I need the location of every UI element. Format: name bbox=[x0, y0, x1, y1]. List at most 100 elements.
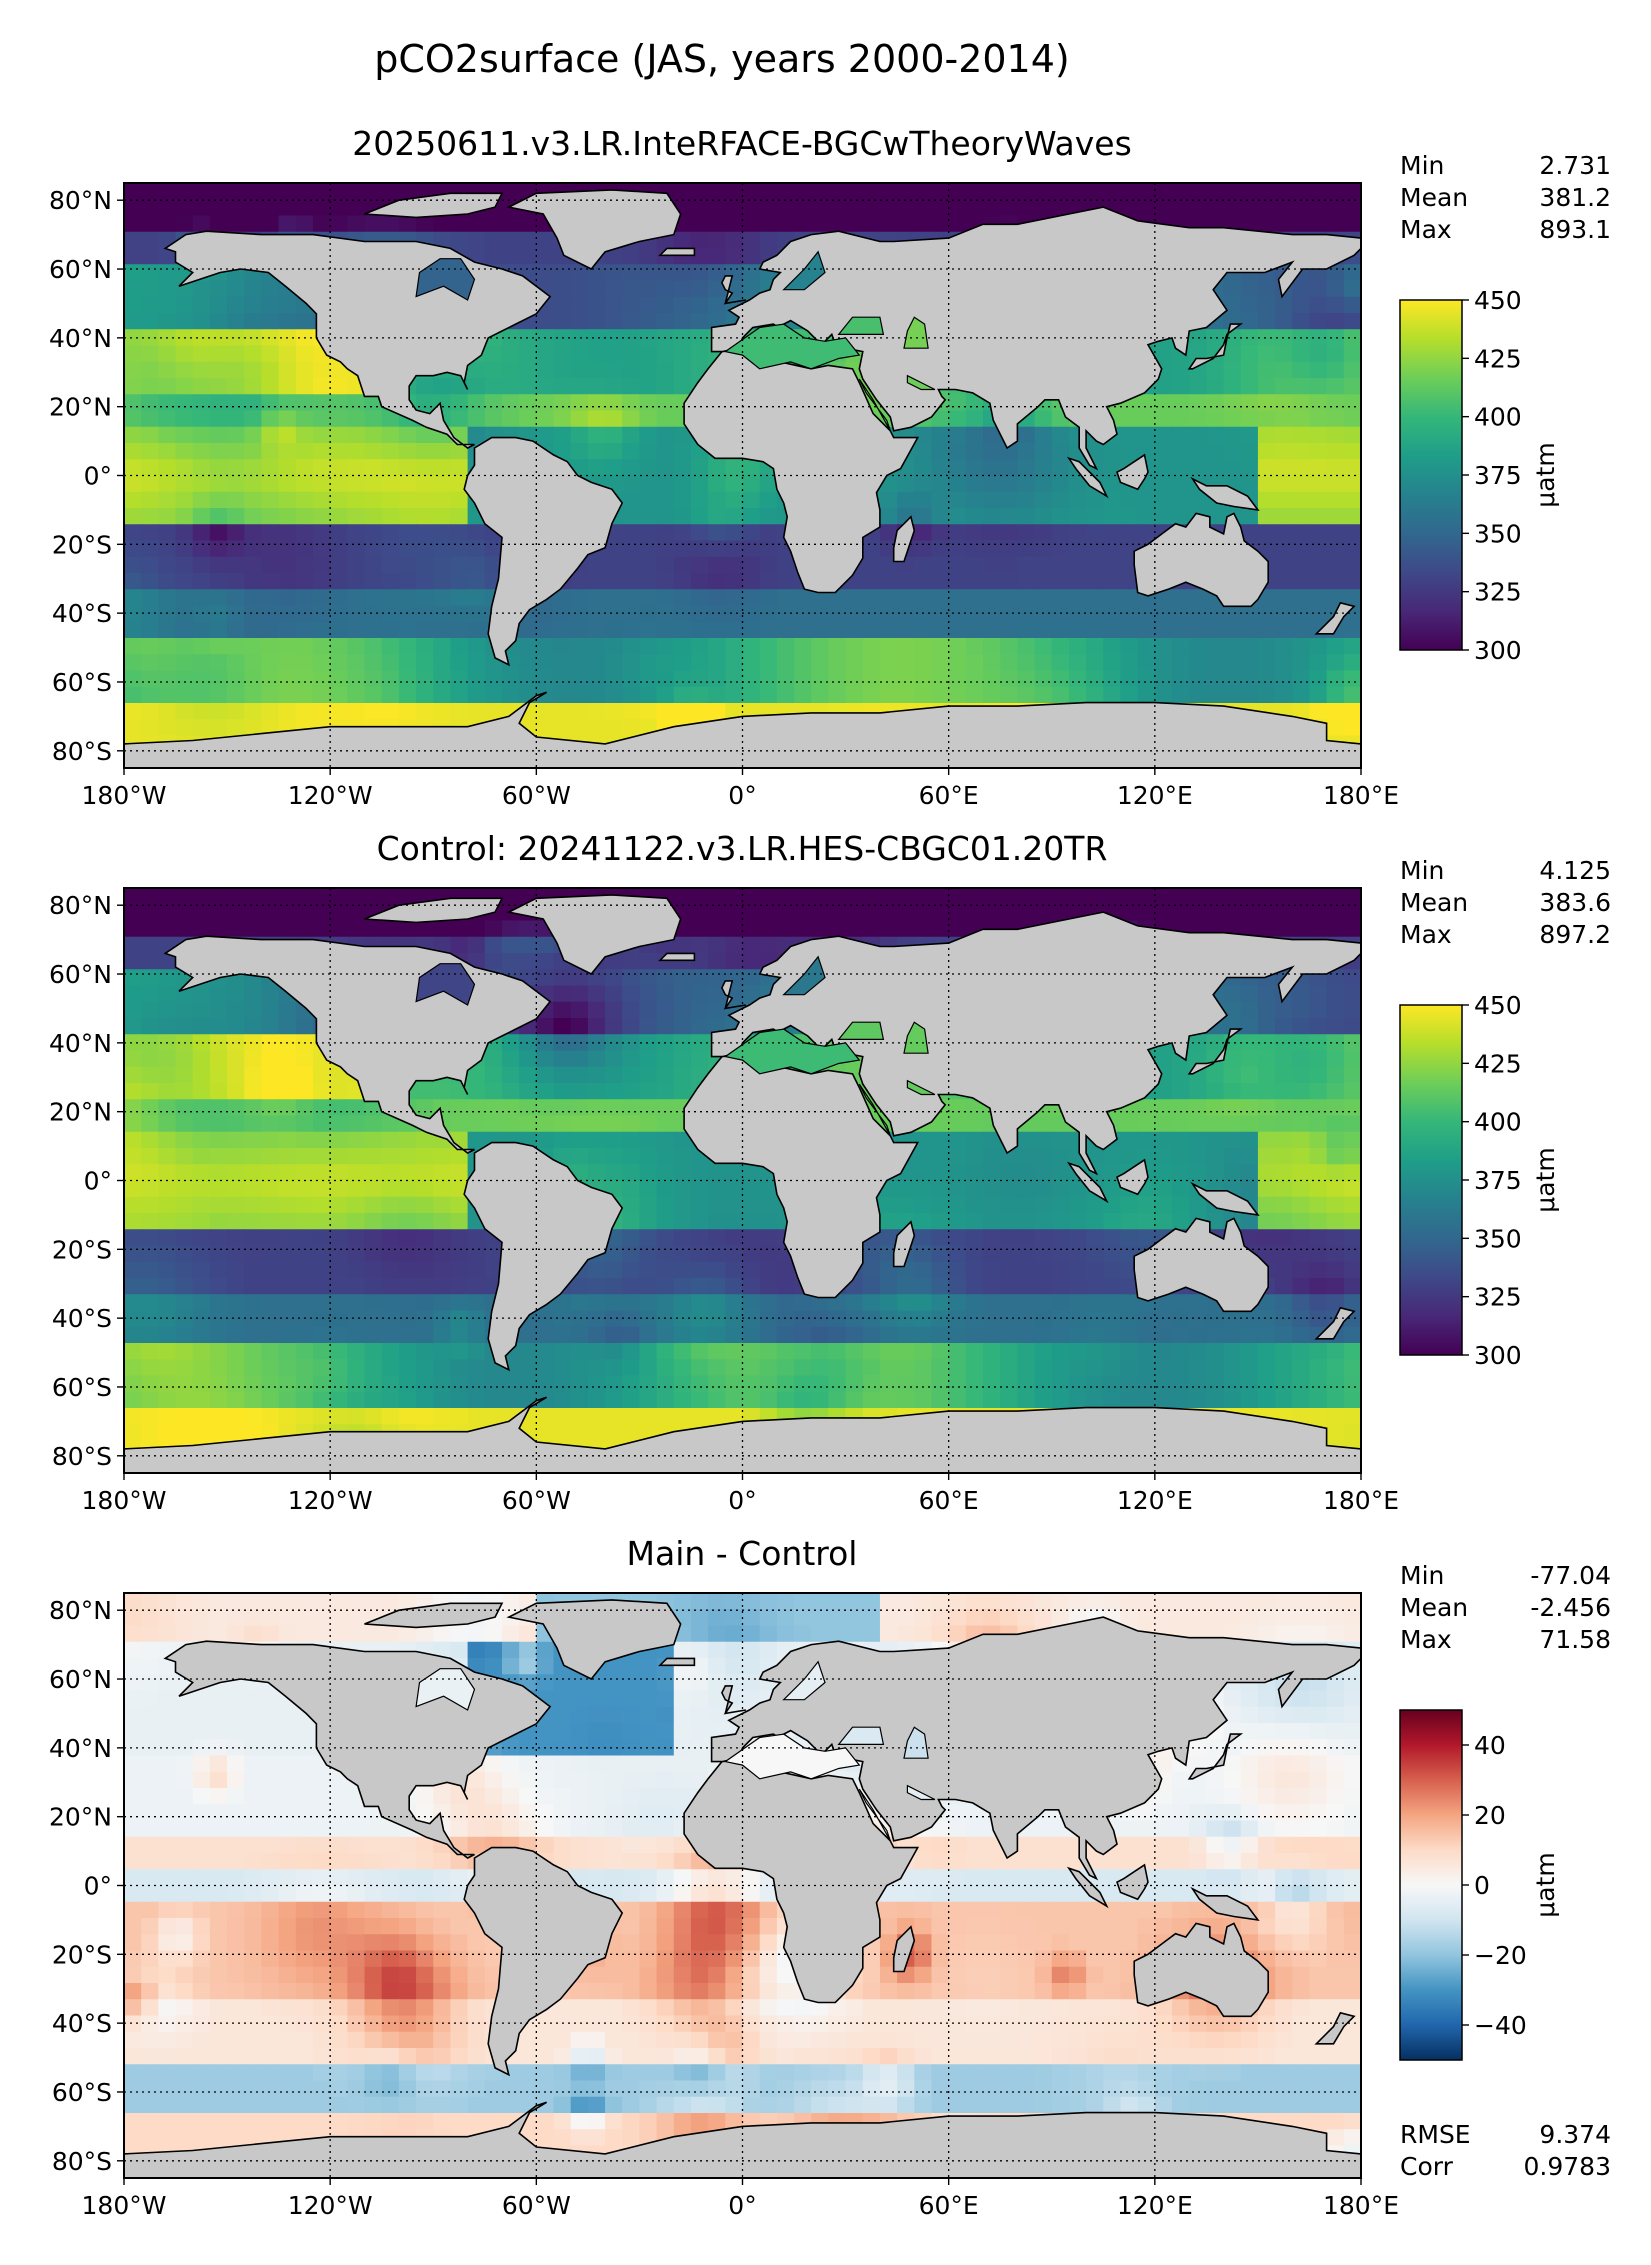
field-cell bbox=[1189, 410, 1207, 428]
field-cell bbox=[1257, 280, 1276, 298]
field-cell bbox=[227, 313, 245, 330]
field-cell bbox=[330, 686, 348, 704]
field-cell bbox=[519, 345, 537, 363]
field-cell bbox=[1172, 183, 1190, 200]
field-cell bbox=[725, 524, 744, 542]
field-cell bbox=[794, 183, 812, 200]
field-cell bbox=[725, 904, 744, 922]
field-cell bbox=[742, 1359, 761, 1377]
field-cell bbox=[1206, 183, 1225, 200]
field-cell bbox=[570, 573, 589, 590]
field-cell bbox=[244, 904, 263, 922]
field-cell bbox=[622, 280, 641, 298]
field-cell bbox=[1240, 1359, 1259, 1377]
field-cell bbox=[381, 215, 400, 233]
field-cell bbox=[1309, 638, 1328, 655]
field-cell bbox=[983, 540, 1001, 558]
field-cell bbox=[124, 394, 142, 412]
field-cell bbox=[1257, 410, 1276, 428]
field-cell bbox=[639, 345, 658, 363]
field-cell bbox=[914, 1131, 933, 1149]
field-cell bbox=[1343, 703, 1361, 720]
field-cell bbox=[1240, 215, 1259, 233]
field-cell bbox=[1172, 654, 1190, 672]
field-cell bbox=[467, 686, 486, 704]
field-cell bbox=[158, 361, 177, 379]
field-cell bbox=[192, 605, 211, 623]
field-cell bbox=[244, 1196, 263, 1214]
field-cell bbox=[1257, 1066, 1276, 1084]
field-cell bbox=[1000, 443, 1018, 460]
field-cell bbox=[278, 1375, 297, 1393]
field-cell bbox=[501, 1391, 520, 1409]
field-cell bbox=[690, 703, 709, 720]
field-cell bbox=[124, 296, 142, 314]
field-cell bbox=[398, 1375, 417, 1393]
field-cell bbox=[1257, 1391, 1276, 1409]
field-cell bbox=[690, 459, 709, 477]
field-cell bbox=[725, 936, 744, 954]
field-cell bbox=[330, 670, 348, 688]
field-cell bbox=[708, 638, 726, 655]
field-cell bbox=[209, 605, 228, 623]
field-cell bbox=[1326, 670, 1345, 688]
field-cell bbox=[1000, 1278, 1018, 1295]
field-cell bbox=[433, 1229, 452, 1247]
field-cell bbox=[1017, 573, 1036, 590]
field-cell bbox=[1034, 904, 1053, 922]
field-cell bbox=[227, 491, 245, 509]
field-cell bbox=[1240, 199, 1259, 217]
field-cell bbox=[1068, 524, 1087, 542]
field-cell bbox=[1240, 1050, 1259, 1068]
field-cell bbox=[381, 1245, 400, 1263]
field-cell bbox=[519, 953, 537, 970]
field-cell bbox=[347, 1196, 366, 1214]
field-cell bbox=[776, 556, 795, 574]
field-cell bbox=[1068, 183, 1087, 200]
field-cell bbox=[330, 1261, 348, 1279]
field-cell bbox=[227, 183, 245, 200]
field-cell bbox=[433, 1391, 452, 1409]
field-cell bbox=[914, 1245, 933, 1263]
field-cell bbox=[261, 345, 280, 363]
field-cell bbox=[656, 1359, 675, 1377]
field-cell bbox=[1275, 1213, 1293, 1230]
field-cell bbox=[570, 1391, 589, 1409]
field-cell bbox=[690, 985, 709, 1003]
field-cell bbox=[776, 589, 795, 607]
field-cell bbox=[673, 1148, 692, 1165]
field-cell bbox=[983, 491, 1001, 509]
field-cell bbox=[673, 1343, 692, 1360]
field-cell bbox=[1086, 605, 1104, 623]
field-cell bbox=[673, 540, 692, 558]
field-cell bbox=[605, 953, 623, 970]
field-cell bbox=[673, 888, 692, 905]
field-cell bbox=[605, 719, 623, 737]
y-tick-label: 60°S bbox=[52, 668, 112, 697]
field-cell bbox=[1309, 1375, 1328, 1393]
field-cell bbox=[467, 638, 486, 655]
field-cell bbox=[1189, 1294, 1207, 1312]
field-cell bbox=[1206, 686, 1225, 704]
field-cell bbox=[141, 1001, 159, 1019]
field-cell bbox=[364, 1261, 383, 1279]
field-cell bbox=[862, 1245, 881, 1263]
field-cell bbox=[484, 920, 503, 938]
field-cell bbox=[656, 1001, 675, 1019]
field-cell bbox=[261, 1213, 280, 1230]
field-cell bbox=[690, 475, 709, 493]
field-cell bbox=[1086, 183, 1104, 200]
field-cell bbox=[1326, 888, 1345, 905]
field-cell bbox=[124, 985, 142, 1003]
field-cell bbox=[192, 1196, 211, 1214]
field-cell bbox=[261, 1375, 280, 1393]
field-cell bbox=[570, 394, 589, 412]
field-cell bbox=[1343, 670, 1361, 688]
field-cell bbox=[450, 1245, 469, 1263]
field-cell bbox=[605, 1164, 623, 1182]
field-cell bbox=[639, 670, 658, 688]
field-cell bbox=[708, 508, 726, 525]
field-cell bbox=[656, 426, 675, 444]
field-cell bbox=[227, 1034, 245, 1052]
field-cell bbox=[673, 1375, 692, 1393]
